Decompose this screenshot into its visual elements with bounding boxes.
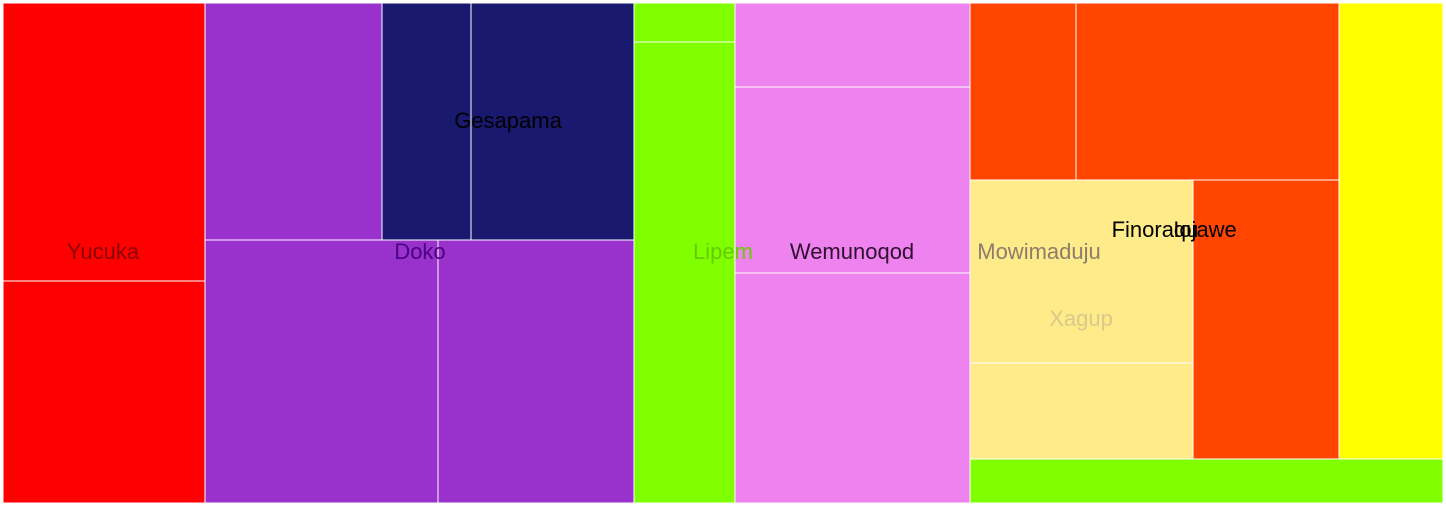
treemap-cell — [381, 2, 472, 241]
treemap-cell — [633, 2, 736, 43]
treemap-group-label: Yucuka — [67, 239, 140, 264]
treemap-cell — [969, 2, 1077, 181]
treemap-cell — [734, 2, 971, 88]
treemap-cell — [633, 41, 736, 504]
treemap-group-label: Finoraqu — [1112, 217, 1199, 242]
treemap-labels: Yucuka Doko Gesapama Lipem Wemunoqod Mowimadu… — [67, 108, 1237, 331]
treemap-cell — [1338, 2, 1444, 460]
treemap-cell — [1075, 2, 1340, 181]
treemap-cell — [1192, 179, 1340, 460]
treemap-group-label: Mowimaduju — [977, 239, 1101, 264]
treemap-cell — [204, 239, 439, 504]
treemap-group-label: Gesapama — [454, 108, 562, 133]
treemap-group-label: Wemunoqod — [790, 239, 914, 264]
treemap-cell — [2, 2, 206, 282]
treemap-group-label: Lipem — [693, 239, 753, 264]
treemap-group-label: Doko — [394, 239, 445, 264]
treemap-group-label: Iojawe — [1173, 217, 1237, 242]
treemap-cell — [437, 239, 635, 504]
treemap-cell — [969, 179, 1194, 364]
treemap-cell — [969, 458, 1444, 504]
treemap-cell — [969, 362, 1194, 460]
treemap-group-label: Xagup — [1049, 306, 1113, 331]
treemap-cell — [734, 272, 971, 504]
treemap-cell — [204, 2, 383, 241]
treemap-cell — [2, 280, 206, 504]
treemap-cell — [470, 2, 635, 241]
